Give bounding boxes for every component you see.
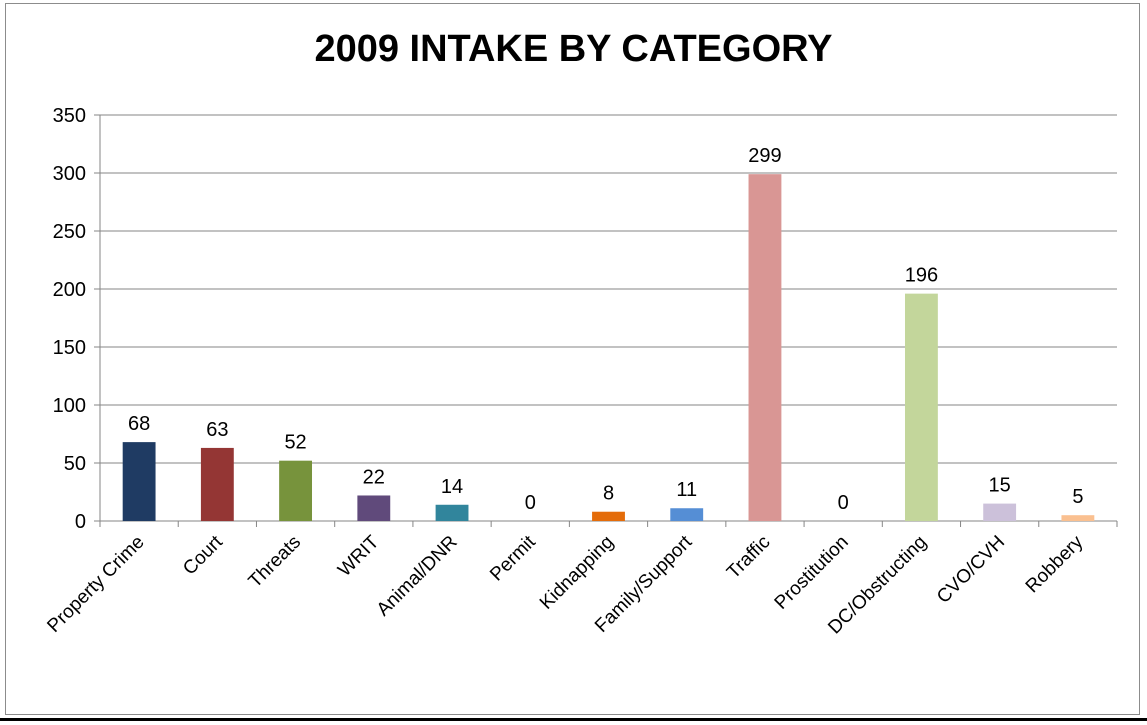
axes <box>94 114 1118 527</box>
bar <box>1061 515 1095 521</box>
data-label: 299 <box>748 145 781 167</box>
data-label: 14 <box>441 476 463 498</box>
bars <box>122 174 1095 521</box>
chart-title: 2009 INTAKE BY CATEGORY <box>314 28 833 70</box>
data-label: 8 <box>603 483 614 505</box>
category-label: Court <box>179 531 227 579</box>
category-label: Animal/DNR <box>373 532 462 621</box>
category-label: Permit <box>486 531 540 585</box>
category-label: Prostitution <box>771 532 853 614</box>
gridlines <box>100 114 1117 464</box>
data-label: 5 <box>1072 486 1083 508</box>
bar <box>592 511 625 521</box>
y-tick-label: 350 <box>53 105 86 127</box>
data-label: 52 <box>284 432 306 454</box>
y-tick-label: 200 <box>53 279 86 301</box>
data-label: 63 <box>206 419 228 441</box>
data-label: 22 <box>363 466 385 488</box>
bar <box>748 174 782 521</box>
data-label: 15 <box>989 475 1011 497</box>
data-label: 11 <box>676 479 697 501</box>
category-labels: Property Crime Court Threats WRITAnimal/DNR… <box>43 531 1087 638</box>
category-label: Threats <box>245 532 305 592</box>
bar <box>670 508 704 521</box>
bar <box>357 495 391 521</box>
data-label: 68 <box>128 413 150 435</box>
category-label: Robbery <box>1022 531 1088 597</box>
category-label: Kidnapping <box>536 532 618 614</box>
bar <box>904 293 938 521</box>
data-label: 196 <box>905 265 938 287</box>
y-tick-label: 300 <box>53 163 86 185</box>
data-label: 0 <box>838 492 849 514</box>
category-label: Property Crime <box>43 532 148 637</box>
bar <box>983 503 1017 521</box>
bottom-rule <box>0 718 1147 721</box>
data-label: 0 <box>525 492 536 514</box>
bar <box>435 504 469 521</box>
chart-frame <box>5 3 1140 715</box>
y-tick-label: 150 <box>53 337 86 359</box>
category-label: WRIT <box>334 531 383 580</box>
category-label: CVO/CVH <box>933 532 1009 608</box>
bar <box>279 460 313 521</box>
y-tick-label: 250 <box>53 221 86 243</box>
bar <box>122 442 156 521</box>
bar <box>200 447 234 521</box>
y-tick-labels: 0 50 100 150 200 250 300 350 <box>53 105 86 533</box>
data-labels: 68 63 52 22 14 0 8 11 299 0 196 15 5 <box>128 145 1083 514</box>
y-tick-label: 0 <box>75 511 86 533</box>
y-tick-label: 100 <box>53 395 86 417</box>
y-tick-label: 50 <box>64 453 86 475</box>
category-label: Traffic <box>723 532 774 583</box>
